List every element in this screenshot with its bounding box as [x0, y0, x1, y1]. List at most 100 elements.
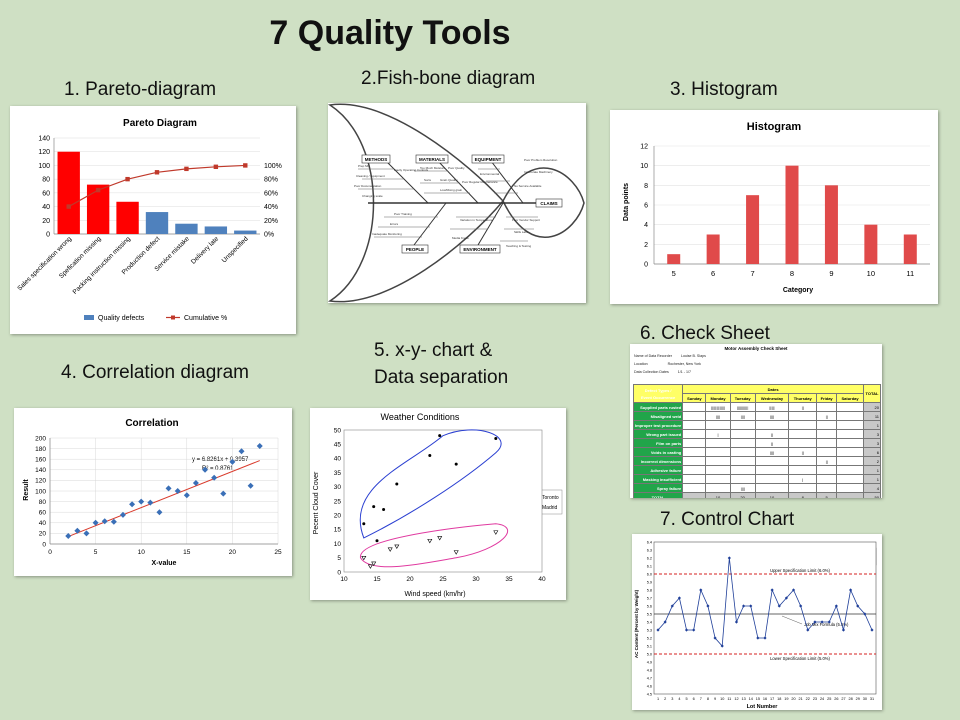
control-point: [834, 604, 838, 608]
weather-point-madrid: [394, 544, 400, 550]
pareto-y-tick: 80: [42, 177, 50, 184]
fishbone-label: 2.Fish-bone diagram: [361, 68, 536, 89]
fishbone-note: Poor Vendor Support: [512, 218, 540, 222]
histogram-x-tick: 5: [672, 269, 676, 278]
histogram-label: 3. Histogram: [670, 79, 778, 100]
checksheet-tally: |: [705, 429, 731, 439]
checksheet-day-header: Friday: [816, 393, 838, 403]
histogram-y-label: Data points: [623, 183, 630, 221]
fishbone-cause-methods: METHODS: [365, 157, 388, 162]
control-y-tick: 5.4: [647, 621, 652, 625]
pareto-y2-tick: 0%: [264, 232, 274, 239]
checksheet-tally: [705, 465, 731, 475]
checksheet-tally: ||||: [729, 483, 756, 493]
xy-label-line2: Data separation: [374, 367, 509, 388]
checksheet-tally: [705, 420, 731, 430]
weather-point-madrid: [437, 536, 443, 541]
histogram-x-tick: 6: [711, 269, 715, 278]
checksheet-defect-type: Improper test procedure: [632, 420, 684, 430]
histogram-x-tick: 7: [750, 269, 754, 278]
checksheet-tally: ||: [816, 411, 838, 421]
checksheet-tally: [788, 483, 818, 493]
control-mean-pointer: [781, 615, 803, 625]
weather-point-toronto: [494, 437, 498, 441]
control-point: [670, 604, 674, 608]
checksheet-tally: ||: [788, 447, 818, 457]
correlation-point: [65, 533, 72, 540]
control-panel: Lot Number AC Content (Percent by Weight…: [632, 534, 882, 710]
pareto-legend-cumulative: Cumulative %: [184, 315, 227, 322]
fishbone-note: Errors: [390, 222, 399, 226]
pareto-bar: [204, 226, 228, 234]
pareto-bar: [145, 212, 169, 234]
pareto-y2-tick: 20%: [264, 218, 278, 225]
control-x-tick: 10: [720, 697, 724, 701]
weather-y-tick: 10: [334, 541, 342, 548]
checksheet-tally: [729, 438, 756, 448]
pareto-cumulative-point: [184, 166, 189, 172]
control-point: [813, 620, 817, 624]
weather-point-toronto: [438, 434, 442, 438]
fishbone-note: Media Knots: [452, 236, 469, 240]
histogram-bar: [864, 224, 878, 264]
control-x-tick: 6: [693, 697, 695, 701]
control-point: [870, 628, 874, 632]
fishbone-note: Faulty Operating Controls: [394, 168, 429, 172]
control-x-tick: 5: [685, 697, 687, 701]
correlation-point: [74, 527, 81, 534]
weather-point-madrid: [427, 538, 433, 544]
correlation-y-tick: 0: [42, 541, 46, 548]
control-point: [799, 604, 803, 608]
fishbone-note: Sorts: [424, 178, 432, 182]
control-y-tick: 6.4: [647, 541, 652, 545]
correlation-x-tick: 25: [274, 549, 282, 556]
control-point: [692, 628, 696, 632]
histogram-title: Histogram: [747, 121, 802, 133]
fishbone-head-claims: CLAIMS: [540, 201, 557, 206]
control-y-tick: 5.7: [647, 597, 652, 601]
weather-point-madrid: [387, 547, 393, 552]
correlation-y-tick: 160: [35, 457, 46, 464]
pareto-title: Pareto Diagram: [123, 118, 197, 129]
checksheet-row: Wrong part issued | || 3: [632, 429, 881, 439]
control-y-tick: 4.5: [647, 693, 652, 697]
correlation-y-tick: 180: [35, 446, 46, 453]
correlation-title: Correlation: [125, 418, 178, 429]
correlation-x-tick: 10: [138, 549, 146, 556]
correlation-point: [174, 488, 181, 494]
control-x-tick: 19: [784, 697, 788, 701]
histogram-chart: Histogram Category Data points 0 2 4 6 8 10 12…: [623, 121, 930, 294]
checksheet-row-total: 11: [863, 411, 881, 421]
checksheet-defect-type: Voids in casting: [632, 447, 684, 457]
fishbone-note: Poor Training: [394, 212, 412, 216]
pareto-y2-tick: 80%: [264, 177, 278, 184]
checksheet-day-total: [836, 492, 864, 498]
control-y-tick: 5.5: [647, 613, 652, 617]
correlation-point: [83, 530, 90, 537]
control-upper-limit-label: Upper Specification Limit (6.0%): [770, 568, 830, 573]
checksheet-tally: [705, 474, 731, 484]
checksheet-tally: [836, 456, 864, 466]
pareto-y2-tick: 40%: [264, 204, 278, 211]
control-y-tick: 6.3: [647, 549, 652, 553]
pareto-cumulative-point: [154, 170, 160, 175]
correlation-point: [129, 501, 136, 508]
correlation-x-label: X-value: [152, 560, 177, 567]
checksheet-defect-type: Wrong part issued: [632, 429, 684, 439]
checksheet-tally: [682, 447, 707, 457]
fishbone-note: Poor Regular Maintenance: [462, 180, 498, 184]
checksheet-defect-type: Spray failure: [632, 483, 684, 493]
weather-y-tick: 50: [334, 427, 342, 434]
control-x-tick: 2: [664, 697, 666, 701]
weather-legend-toronto: Toronto: [542, 495, 559, 501]
checksheet-tally: [816, 465, 838, 475]
checksheet-info-recorder: Name of Data Recorder Louise B. Slaps: [634, 354, 706, 358]
weather-x-label: Wind speed (km/hr): [404, 591, 465, 598]
control-y-tick: 5.3: [647, 629, 652, 633]
control-x-tick: 25: [827, 697, 831, 701]
checksheet-day-header: Sunday: [682, 393, 707, 403]
histogram-x-tick: 10: [867, 269, 875, 278]
control-y-tick: 4.6: [647, 685, 652, 689]
weather-point-toronto: [395, 482, 399, 486]
checksheet-tally: ||: [816, 456, 838, 466]
